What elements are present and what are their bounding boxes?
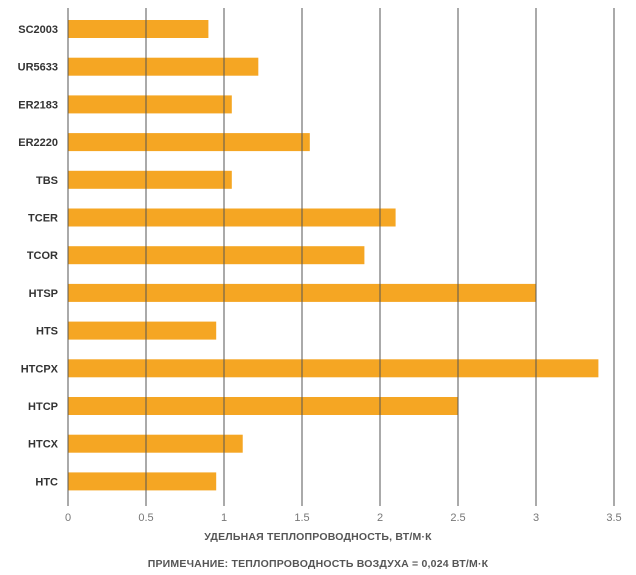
bar-tcor — [68, 246, 365, 265]
bar-htcpx — [68, 359, 599, 378]
category-label-tcer: TCER — [28, 213, 58, 225]
bar-ur5633 — [68, 57, 259, 76]
bar-er2220 — [68, 133, 310, 152]
x-tick-label-6: 3 — [533, 512, 539, 524]
category-label-sc2003: SC2003 — [18, 24, 58, 36]
bar-chart: SC2003 UR5633 ER2183 ER2220 TBS TCER TCOR HTSP H… — [18, 8, 622, 524]
x-tick-label-2: 1 — [221, 512, 227, 524]
category-labels: SC2003 UR5633 ER2183 ER2220 TBS TCER TCOR HTSP H… — [18, 24, 59, 488]
category-label-htcpx: HTCPX — [21, 363, 59, 375]
x-tick-label-4: 2 — [377, 512, 383, 524]
category-label-tcor: TCOR — [27, 250, 58, 262]
category-label-hts: HTS — [36, 326, 58, 338]
x-tick-label-3: 1.5 — [294, 512, 309, 524]
bar-htcx — [68, 434, 243, 453]
category-label-htcp: HTCP — [28, 401, 58, 413]
x-tick-label-1: 0.5 — [138, 512, 153, 524]
x-axis-title: УДЕЛЬНАЯ ТЕПЛОПРОВОДНОСТЬ, ВТ/М·К — [204, 531, 432, 543]
category-label-htcx: HTCX — [28, 439, 59, 451]
category-label-htsp: HTSP — [29, 288, 58, 300]
gridlines — [67, 8, 615, 506]
category-label-htc: HTC — [35, 476, 58, 488]
category-label-ur5633: UR5633 — [18, 62, 58, 74]
bars-group — [68, 20, 599, 491]
x-tick-labels: 0 0.5 1 1.5 2 2.5 3 3.5 — [65, 512, 622, 524]
bar-htcp — [68, 397, 458, 415]
bar-er2183 — [68, 95, 232, 114]
x-tick-label-0: 0 — [65, 512, 71, 524]
bar-hts — [68, 321, 217, 340]
x-tick-label-5: 2.5 — [450, 512, 465, 524]
bar-tbs — [68, 170, 232, 189]
category-label-tbs: TBS — [36, 175, 58, 187]
category-label-er2220: ER2220 — [18, 137, 58, 149]
x-tick-label-7: 3.5 — [606, 512, 621, 524]
bar-htc — [68, 472, 217, 491]
category-label-er2183: ER2183 — [18, 99, 58, 111]
bar-tcer — [68, 208, 396, 227]
bar-sc2003 — [68, 20, 209, 38]
footnote: ПРИМЕЧАНИЕ: ТЕПЛОПРОВОДНОСТЬ ВОЗДУХА = 0… — [147, 558, 489, 570]
